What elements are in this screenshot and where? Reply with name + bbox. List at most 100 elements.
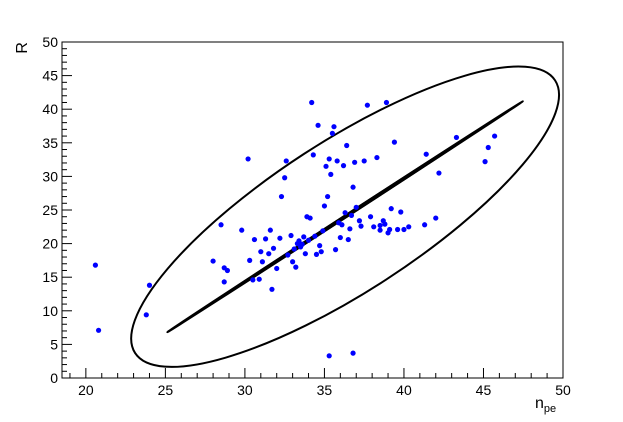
data-point <box>266 251 272 257</box>
x-tick-label: 45 <box>476 382 492 398</box>
x-axis: 20 25 30 35 40 45 50 <box>69 368 571 398</box>
data-point <box>270 245 277 251</box>
data-point <box>274 265 280 272</box>
data-point <box>345 236 351 243</box>
data-point <box>347 226 353 232</box>
data-point <box>305 237 312 243</box>
data-point <box>406 224 412 230</box>
data-point <box>95 327 102 333</box>
y-tick-label: 0 <box>50 370 58 386</box>
data-point <box>239 227 245 233</box>
data-point <box>291 246 297 252</box>
data-point <box>92 262 98 268</box>
data-point <box>282 175 288 181</box>
contour-group <box>130 65 561 368</box>
contour-3 <box>130 65 561 368</box>
data-point <box>391 139 398 145</box>
data-point <box>326 353 332 359</box>
x-tick-label: 30 <box>237 382 253 398</box>
data-point <box>317 243 323 249</box>
data-point <box>318 249 324 255</box>
data-point <box>485 144 491 151</box>
y-axis-title: R <box>14 42 31 54</box>
data-point <box>307 215 313 221</box>
data-point <box>320 228 326 234</box>
data-point <box>218 222 224 228</box>
data-point <box>482 159 488 165</box>
data-point <box>221 279 227 285</box>
contour-2 <box>166 100 524 334</box>
y-tick-label: 30 <box>42 168 58 184</box>
data-point <box>328 171 334 177</box>
data-point <box>422 222 428 228</box>
data-point <box>329 130 335 136</box>
y-axis: 0 5 10 15 20 25 30 35 40 45 50 <box>42 34 72 386</box>
data-point <box>388 206 394 212</box>
data-point <box>267 227 273 233</box>
data-point <box>383 99 390 106</box>
data-point <box>278 193 285 200</box>
data-point <box>382 221 388 227</box>
data-point <box>269 286 275 292</box>
data-point <box>302 251 308 257</box>
x-axis-title-main: n <box>535 395 544 412</box>
data-point <box>371 224 377 230</box>
y-tick-label: 35 <box>42 135 58 151</box>
data-point <box>251 236 258 243</box>
data-point <box>364 102 370 108</box>
data-point <box>436 170 442 176</box>
data-point <box>356 218 363 224</box>
data-point <box>256 276 262 282</box>
data-point <box>293 264 299 270</box>
x-tick-label: 50 <box>555 382 571 398</box>
data-point <box>377 222 383 229</box>
data-point <box>312 233 318 239</box>
data-point <box>387 226 393 233</box>
data-point <box>321 203 328 209</box>
y-tick-label: 40 <box>42 101 58 117</box>
y-tick-label: 45 <box>42 68 58 84</box>
x-axis-title: npe <box>535 395 556 415</box>
data-point <box>309 99 315 106</box>
data-point <box>299 241 305 247</box>
data-point <box>285 252 291 258</box>
y-tick-label: 10 <box>42 303 58 319</box>
data-point <box>224 267 231 274</box>
data-point <box>250 277 256 283</box>
data-point <box>367 214 374 220</box>
data-point <box>247 257 253 263</box>
data-point <box>358 223 364 229</box>
data-point <box>492 133 498 139</box>
x-tick-label: 25 <box>158 382 174 398</box>
data-point <box>262 236 269 242</box>
data-point <box>146 282 153 288</box>
data-point <box>394 226 401 233</box>
y-tick-label: 5 <box>50 336 58 352</box>
data-point <box>398 209 404 215</box>
points-group <box>92 99 498 359</box>
data-point <box>423 151 429 157</box>
data-point <box>331 124 337 130</box>
data-point <box>325 193 331 200</box>
data-point <box>259 259 265 265</box>
data-point <box>143 312 149 318</box>
data-point <box>352 159 358 165</box>
data-point <box>290 259 296 265</box>
x-tick-label: 40 <box>396 382 412 398</box>
y-axis-title-text: R <box>14 42 31 54</box>
data-point <box>258 249 264 255</box>
data-point <box>310 152 316 158</box>
data-point <box>313 251 320 257</box>
data-point <box>301 234 307 240</box>
data-point <box>334 158 340 164</box>
data-point <box>340 163 347 169</box>
data-point <box>283 158 289 164</box>
y-tick-label: 15 <box>42 269 58 285</box>
data-point <box>401 226 407 233</box>
data-point <box>323 163 329 169</box>
data-point <box>339 222 345 228</box>
data-point <box>332 247 339 253</box>
data-point <box>288 232 294 239</box>
data-point <box>433 215 439 221</box>
